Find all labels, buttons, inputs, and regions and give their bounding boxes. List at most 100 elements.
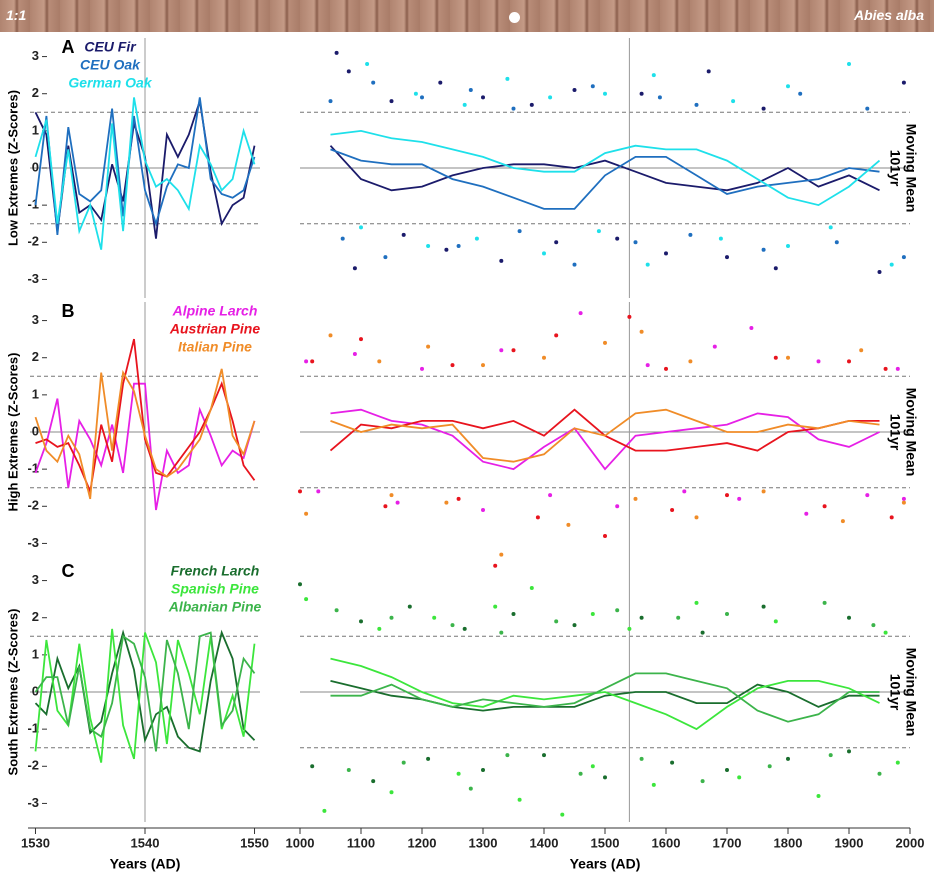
extreme-point — [371, 779, 376, 784]
extreme-point — [694, 102, 699, 107]
extreme-point — [725, 255, 729, 260]
extreme-point — [389, 493, 394, 498]
extreme-point — [651, 782, 656, 787]
extreme-point — [816, 359, 821, 364]
extreme-point — [298, 489, 302, 494]
extreme-point — [505, 76, 510, 81]
extreme-point — [346, 69, 351, 74]
extreme-point — [725, 768, 729, 772]
extreme-point — [700, 779, 705, 784]
extreme-point — [688, 232, 693, 237]
y-tick-label: 0 — [32, 159, 39, 174]
extreme-point — [889, 262, 894, 267]
x-tick-label: 1200 — [408, 835, 437, 850]
extreme-point — [346, 768, 351, 772]
y-tick-label: 3 — [32, 48, 39, 63]
extreme-point — [548, 95, 553, 100]
series-line — [35, 338, 256, 495]
extreme-point — [603, 534, 607, 538]
x-tick-label: 1000 — [286, 835, 315, 850]
x-tick-label: 1100 — [347, 835, 375, 850]
side-annotation: 101yr — [887, 150, 903, 187]
extreme-point — [572, 623, 577, 628]
extreme-point — [322, 808, 327, 813]
extreme-point — [645, 363, 650, 368]
x-tick-label: 1800 — [774, 835, 803, 850]
extreme-point — [847, 359, 851, 364]
extreme-point — [651, 73, 656, 78]
extreme-point — [725, 612, 729, 616]
extreme-point — [700, 630, 705, 635]
legend-entry: CEU Fir — [84, 39, 137, 55]
extreme-point — [456, 496, 461, 501]
extreme-point — [529, 586, 534, 590]
extreme-point — [340, 236, 345, 241]
series-line — [34, 97, 256, 250]
x-tick-label: 1540 — [131, 835, 160, 850]
extreme-point — [773, 619, 778, 624]
legend-entry: German Oak — [68, 75, 152, 91]
extreme-point — [804, 511, 809, 516]
extreme-point — [615, 504, 620, 509]
extreme-point — [816, 794, 821, 798]
extreme-point — [420, 95, 424, 100]
y-tick-label: 2 — [32, 85, 39, 100]
extreme-point — [749, 326, 754, 330]
x-tick-label: 2000 — [896, 835, 925, 850]
extreme-point — [517, 229, 522, 234]
extreme-point — [889, 515, 894, 520]
legend-entry: CEU Oak — [80, 57, 141, 73]
y-tick-label: 1 — [32, 646, 39, 661]
x-tick-label: 1530 — [21, 835, 50, 850]
extreme-point — [761, 604, 766, 609]
legend-entry: Italian Pine — [178, 339, 252, 355]
extreme-point — [901, 255, 906, 260]
y-tick-label: -1 — [27, 721, 39, 736]
extreme-point — [627, 314, 632, 319]
extreme-point — [773, 355, 778, 360]
extreme-point — [426, 244, 431, 248]
legend-entry: Albanian Pine — [168, 599, 262, 615]
extreme-point — [566, 522, 571, 527]
extreme-point — [493, 604, 498, 609]
extreme-point — [511, 348, 516, 353]
extreme-point — [481, 363, 485, 368]
extreme-point — [474, 236, 479, 241]
extreme-point — [883, 366, 888, 371]
extreme-point — [481, 768, 485, 772]
extreme-point — [706, 69, 711, 74]
y-tick-label: -3 — [27, 271, 39, 286]
extreme-point — [627, 626, 632, 631]
extreme-point — [401, 760, 406, 765]
extreme-point — [725, 493, 729, 498]
extreme-point — [304, 359, 309, 364]
extreme-point — [426, 756, 431, 761]
extreme-point — [877, 771, 882, 776]
extreme-point — [389, 790, 394, 795]
series-line — [34, 100, 256, 239]
extreme-point — [657, 95, 662, 100]
extreme-point — [603, 775, 607, 780]
extreme-point — [359, 337, 363, 342]
extreme-point — [517, 797, 522, 802]
series-line — [34, 97, 256, 235]
extreme-point — [603, 91, 607, 96]
extreme-point — [603, 340, 607, 345]
side-annotation: Moving Mean — [903, 648, 919, 737]
series-line — [330, 408, 880, 463]
extreme-point — [883, 630, 888, 635]
extreme-point — [371, 80, 376, 85]
y-axis-label: High Extremes (Z-Scores) — [5, 353, 20, 512]
series-line — [34, 631, 256, 752]
legend-entry: Austrian Pine — [169, 321, 260, 337]
y-axis-label: South Extremes (Z-Scores) — [5, 609, 20, 776]
extreme-point — [389, 615, 394, 620]
extreme-point — [395, 500, 400, 505]
side-annotation: Moving Mean — [903, 388, 919, 477]
side-annotation: 101yr — [887, 674, 903, 711]
extreme-point — [456, 771, 461, 776]
series-line — [329, 145, 880, 192]
extreme-point — [304, 597, 309, 602]
y-tick-label: -3 — [27, 535, 39, 550]
